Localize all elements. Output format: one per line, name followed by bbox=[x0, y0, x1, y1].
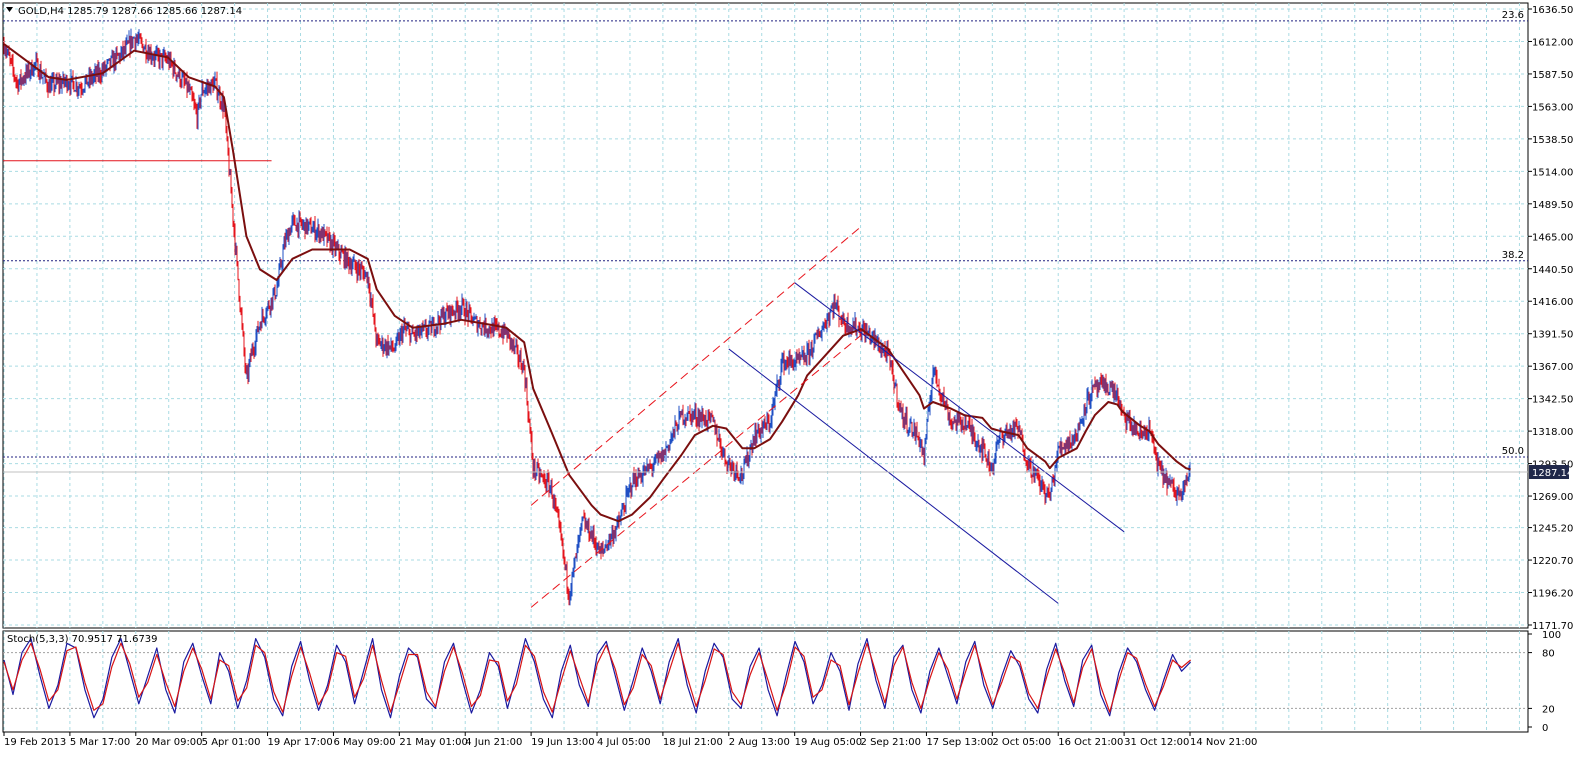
current-price-background bbox=[1529, 465, 1569, 480]
time-tick-label: 5 Apr 01:00 bbox=[202, 737, 261, 748]
price-tick-label: 1318.00 bbox=[1532, 427, 1573, 438]
current-price-box: 1287.14 bbox=[3, 465, 1573, 480]
price-panel: 23.6 38.2 50.0 1636.50 1612.00 1587.50 1563.0… bbox=[2, 2, 1573, 632]
time-tick-label: 31 Oct 12:00 bbox=[1124, 737, 1189, 748]
price-panel-frame bbox=[2, 2, 1529, 629]
fibonacci-level-label: 23.6 bbox=[1502, 10, 1524, 21]
time-tick-label: 4 Jul 05:00 bbox=[597, 737, 651, 748]
stochastic-tick-label: 100 bbox=[1542, 630, 1561, 641]
stochastic-axis: 100 80 20 0 bbox=[1528, 630, 1561, 734]
time-tick-label: 5 Mar 17:00 bbox=[70, 737, 130, 748]
stochastic-header: Stoch(5,3,3) 70.9517 71.6739 bbox=[7, 634, 158, 645]
time-tick-label: 19 Apr 17:00 bbox=[268, 737, 333, 748]
time-tick-label: 2 Aug 13:00 bbox=[729, 737, 790, 748]
price-tick-label: 1245.20 bbox=[1532, 524, 1573, 535]
price-tick-label: 1196.20 bbox=[1532, 589, 1573, 600]
price-axis: 1636.50 1612.00 1587.50 1563.00 1538.50 1514.… bbox=[1528, 5, 1573, 632]
time-tick-label: 4 Jun 21:00 bbox=[465, 737, 522, 748]
stochastic-grid bbox=[3, 631, 1528, 732]
price-tick-label: 1391.50 bbox=[1532, 330, 1573, 341]
price-tick-label: 1636.50 bbox=[1532, 5, 1573, 16]
stochastic-main-line bbox=[3, 637, 1192, 719]
time-axis: 19 Feb 2013 5 Mar 17:00 20 Mar 09:00 5 Apr … bbox=[3, 732, 1257, 748]
stochastic-signal-line bbox=[3, 642, 1191, 713]
time-tick-label: 19 Jun 13:00 bbox=[531, 737, 595, 748]
time-tick-label: 2 Oct 05:00 bbox=[992, 737, 1051, 748]
fibonacci-level-label: 38.2 bbox=[1502, 250, 1524, 261]
price-tick-label: 1563.00 bbox=[1532, 102, 1573, 113]
time-tick-label: 18 Jul 21:00 bbox=[663, 737, 723, 748]
time-tick-label: 6 May 09:00 bbox=[333, 737, 395, 748]
stochastic-lines bbox=[3, 637, 1192, 719]
stochastic-tick-label: 80 bbox=[1542, 649, 1555, 660]
price-tick-label: 1489.50 bbox=[1532, 200, 1573, 211]
time-tick-label: 16 Oct 21:00 bbox=[1058, 737, 1123, 748]
price-tick-label: 1514.00 bbox=[1532, 167, 1573, 178]
stochastic-tick-label: 0 bbox=[1542, 723, 1548, 734]
time-tick-label: 14 Nov 21:00 bbox=[1190, 737, 1257, 748]
price-tick-label: 1416.00 bbox=[1532, 297, 1573, 308]
price-grid bbox=[3, 3, 1528, 628]
descending-channel-line bbox=[794, 282, 1125, 533]
descending-channel-line bbox=[728, 348, 1059, 604]
price-tick-label: 1538.50 bbox=[1532, 135, 1573, 146]
stochastic-tick-label: 20 bbox=[1542, 704, 1555, 715]
moving-average-layer bbox=[3, 43, 1191, 523]
price-tick-label: 1220.70 bbox=[1532, 556, 1573, 567]
price-tick-label: 1342.50 bbox=[1532, 395, 1573, 406]
candle-series bbox=[3, 28, 1191, 606]
price-tick-label: 1269.00 bbox=[1532, 492, 1573, 503]
ascending-channel-line bbox=[530, 226, 861, 506]
price-overlays: 23.6 38.2 50.0 bbox=[3, 10, 1528, 458]
price-tick-label: 1440.50 bbox=[1532, 265, 1573, 276]
time-tick-label: 17 Sep 13:00 bbox=[926, 737, 993, 748]
price-tick-label: 1465.00 bbox=[1532, 232, 1573, 243]
time-tick-label: 2 Sep 21:00 bbox=[861, 737, 921, 748]
collapse-triangle-icon[interactable] bbox=[6, 7, 13, 12]
price-tick-label: 1171.70 bbox=[1532, 621, 1573, 632]
moving-average-line bbox=[3, 43, 1191, 523]
time-tick-label: 19 Feb 2013 bbox=[4, 737, 66, 748]
fibonacci-level-label: 50.0 bbox=[1502, 446, 1524, 457]
price-tick-label: 1367.00 bbox=[1532, 362, 1573, 373]
time-tick-label: 20 Mar 09:00 bbox=[136, 737, 203, 748]
symbol-header: GOLD,H4 1285.79 1287.66 1285.66 1287.14 bbox=[18, 6, 242, 17]
current-price-label: 1287.14 bbox=[1532, 468, 1573, 479]
stochastic-panel-frame bbox=[2, 630, 1529, 733]
price-tick-label: 1587.50 bbox=[1532, 70, 1573, 81]
stochastic-panel: 100 80 20 0 Stoch(5,3,3) 70.9517 71.6739 bbox=[2, 630, 1561, 734]
time-tick-label: 19 Aug 05:00 bbox=[795, 737, 862, 748]
time-tick-label: 21 May 01:00 bbox=[399, 737, 468, 748]
price-tick-label: 1612.00 bbox=[1532, 37, 1573, 48]
